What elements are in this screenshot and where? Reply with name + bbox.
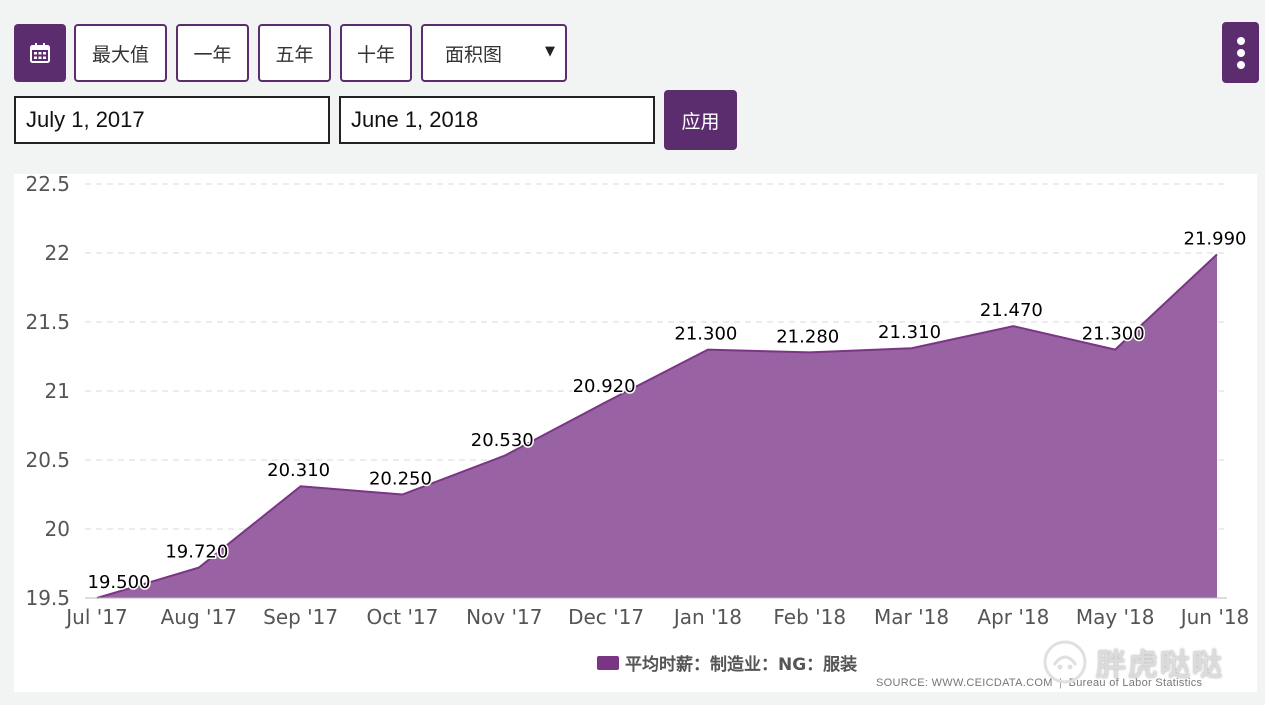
data-label: 21.280 — [776, 326, 839, 347]
calendar-button[interactable] — [14, 24, 66, 82]
watermark: 胖虎哒哒 — [1042, 632, 1252, 692]
vertical-ellipsis-icon — [1236, 36, 1245, 69]
y-tick-label: 19.5 — [25, 586, 70, 610]
area-fill — [97, 254, 1217, 598]
start-date-value: July 1, 2017 — [26, 107, 145, 132]
x-tick-label: Apr '18 — [977, 605, 1049, 629]
x-tick-label: Aug '17 — [161, 605, 237, 629]
start-date-input[interactable]: July 1, 2017 — [14, 96, 330, 144]
area-line — [96, 253, 1218, 599]
data-label: 19.500 — [88, 572, 151, 593]
data-label: 21.300 — [1082, 324, 1145, 345]
range-1y-button[interactable]: 一年 — [176, 24, 249, 82]
data-label: 20.920 — [573, 376, 636, 397]
y-tick-label: 21.5 — [25, 310, 70, 334]
y-tick-label: 22 — [45, 241, 70, 265]
data-label: 21.300 — [674, 324, 737, 345]
apply-button[interactable]: 应用 — [664, 90, 737, 150]
data-label: 21.990 — [1184, 228, 1247, 249]
chart-type-select[interactable]: 面积图 ▼ — [421, 24, 567, 82]
legend[interactable]: 平均时薪：制造业：NG：服装 — [597, 650, 857, 675]
legend-swatch — [597, 655, 619, 670]
watermark-text: 胖虎哒哒 — [1096, 648, 1224, 683]
y-tick-label: 21 — [45, 379, 70, 403]
end-date-value: June 1, 2018 — [351, 107, 479, 132]
y-tick-label: 20.5 — [25, 448, 70, 472]
data-label: 19.720 — [165, 542, 228, 563]
caret-down-icon: ▼ — [545, 44, 555, 59]
chart-type-value: 面积图 — [445, 43, 503, 66]
x-tick-label: Mar '18 — [874, 605, 949, 629]
data-label: 20.250 — [369, 469, 432, 490]
watermark-logo-icon — [1043, 640, 1087, 684]
data-label: 21.470 — [980, 300, 1043, 321]
y-tick-label: 20 — [45, 517, 70, 541]
x-tick-label: Dec '17 — [568, 605, 644, 629]
data-label: 20.530 — [471, 430, 534, 451]
x-tick-label: Feb '18 — [773, 605, 846, 629]
x-tick-label: Oct '17 — [367, 605, 439, 629]
range-5y-button[interactable]: 五年 — [258, 24, 331, 82]
range-10y-button[interactable]: 十年 — [340, 24, 412, 82]
legend-label: 平均时薪：制造业：NG：服装 — [625, 655, 858, 675]
x-tick-label: Sep '17 — [263, 605, 338, 629]
x-tick-label: Jan '18 — [672, 605, 742, 629]
x-tick-label: Jun '18 — [1179, 605, 1250, 629]
range-max-button[interactable]: 最大值 — [74, 24, 167, 82]
y-tick-label: 22.5 — [25, 172, 70, 196]
data-label: 21.310 — [878, 322, 941, 343]
source-text: SOURCE: WWW.CEICDATA.COM — [876, 677, 1053, 689]
calendar-icon — [30, 43, 50, 63]
end-date-input[interactable]: June 1, 2018 — [339, 96, 655, 144]
source-credit: SOURCE: WWW.CEICDATA.COM | Bureau of Lab… — [876, 677, 1202, 689]
data-label: 20.310 — [267, 460, 330, 481]
provider-text: Bureau of Labor Statistics — [1068, 677, 1203, 689]
x-tick-label: May '18 — [1076, 605, 1155, 629]
more-menu-button[interactable] — [1222, 22, 1259, 83]
x-tick-label: Jul '17 — [64, 605, 127, 629]
x-tick-label: Nov '17 — [466, 605, 542, 629]
